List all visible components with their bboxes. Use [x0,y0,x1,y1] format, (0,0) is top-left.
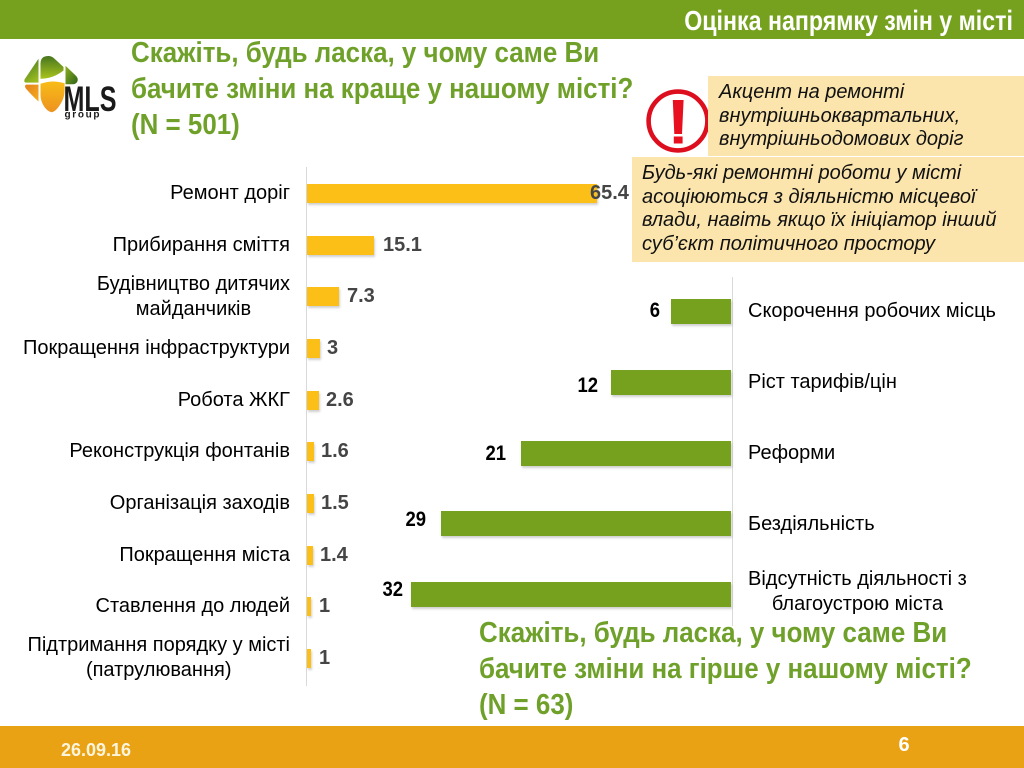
svg-text:MLS: MLS [64,80,117,119]
svg-text:group: group [65,110,100,121]
